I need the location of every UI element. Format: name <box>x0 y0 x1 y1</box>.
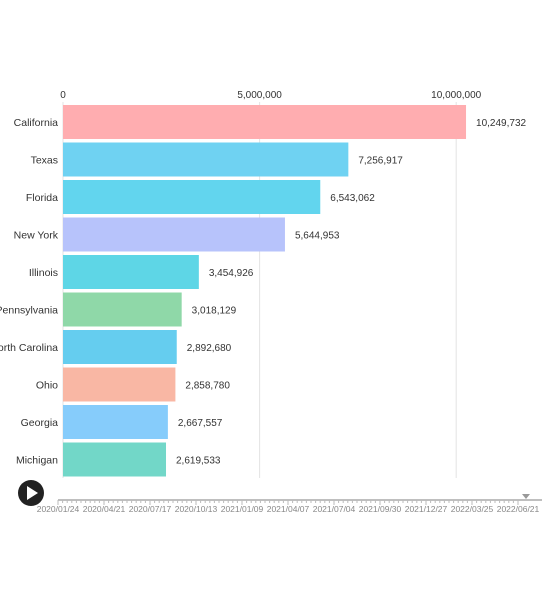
bar <box>63 330 177 364</box>
timeline-date-label: 2021/04/07 <box>267 504 310 514</box>
bar <box>63 217 285 252</box>
play-icon[interactable] <box>27 486 38 500</box>
timeline-date-label: 2021/07/04 <box>313 504 356 514</box>
category-label: North Carolina <box>0 342 58 354</box>
value-label: 3,454,926 <box>209 268 254 279</box>
bars: California 10,249,732 Texas 7,256,917 Florid… <box>0 105 527 477</box>
category-label: Michigan <box>16 455 58 467</box>
bar <box>63 180 321 214</box>
value-label: 2,892,680 <box>187 343 232 354</box>
category-label: Ohio <box>36 380 58 392</box>
x-axis-ticks: 0 5,000,000 10,000,000 <box>60 90 481 101</box>
value-label: 2,667,557 <box>178 418 223 429</box>
category-label: Florida <box>26 192 58 204</box>
value-label: 5,644,953 <box>295 231 340 242</box>
value-label: 7,256,917 <box>358 156 403 167</box>
bar <box>63 255 199 289</box>
category-label: California <box>14 117 59 129</box>
category-label: Georgia <box>21 417 59 429</box>
x-tick-label: 10,000,000 <box>431 90 481 101</box>
category-label: Pennsylvania <box>0 305 58 317</box>
value-label: 10,249,732 <box>476 118 526 129</box>
triangle-down-icon[interactable] <box>522 494 530 499</box>
bar <box>63 367 176 402</box>
x-tick-label: 5,000,000 <box>237 90 282 101</box>
timeline-date-label: 2021/12/27 <box>405 504 448 514</box>
timeline-date-label: 2020/07/17 <box>129 504 172 514</box>
bar <box>63 142 349 177</box>
value-label: 2,858,780 <box>185 381 230 392</box>
category-label: Illinois <box>29 267 58 279</box>
value-label: 3,018,129 <box>192 306 237 317</box>
x-tick-label: 0 <box>60 90 66 101</box>
timeline-date-label: 2020/04/21 <box>83 504 126 514</box>
bar <box>63 292 182 327</box>
bar <box>63 405 168 439</box>
timeline-date-label: 2020/01/24 <box>37 504 80 514</box>
category-label: New York <box>14 230 59 242</box>
value-label: 6,543,062 <box>330 193 375 204</box>
value-label: 2,619,533 <box>176 456 221 467</box>
timeline-date-label: 2020/10/13 <box>175 504 218 514</box>
timeline-date-label: 2021/01/09 <box>221 504 264 514</box>
play-button[interactable] <box>18 480 44 506</box>
timeline: 2020/01/24 2020/04/21 2020/07/17 2020/10/13… <box>37 494 542 514</box>
timeline-date-label: 2021/09/30 <box>359 504 402 514</box>
timeline-date-label: 2022/06/21 <box>497 504 540 514</box>
bar <box>63 442 167 477</box>
bar <box>63 105 467 139</box>
category-label: Texas <box>31 155 58 167</box>
timeline-date-label: 2022/03/25 <box>451 504 494 514</box>
